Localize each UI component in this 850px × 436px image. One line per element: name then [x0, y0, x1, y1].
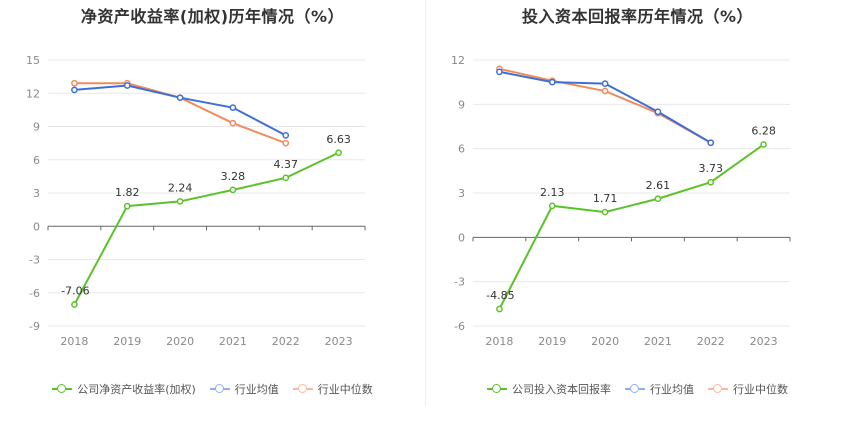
data-label: 2.61	[646, 179, 671, 192]
data-label: 2.13	[540, 186, 565, 199]
y-tick-label: 9	[458, 98, 465, 111]
y-tick-label: -3	[29, 254, 40, 267]
y-tick-label: -3	[454, 276, 465, 289]
x-tick-label: 2019	[538, 335, 566, 348]
roe-chart-legend: 公司净资产收益率(加权) 行业均值 行业中位数	[0, 381, 425, 397]
data-point-industry-avg	[654, 108, 662, 116]
legend-item-industry-median[interactable]: 行业中位数	[292, 381, 373, 397]
data-point-company	[548, 202, 556, 210]
data-point-company	[123, 202, 131, 210]
legend-item-industry-avg[interactable]: 行业均值	[625, 381, 694, 397]
x-tick-label: 2023	[325, 335, 353, 348]
y-tick-label: 12	[451, 54, 465, 67]
legend-item-industry-avg[interactable]: 行业均值	[209, 381, 279, 397]
series-line-company	[73, 151, 340, 305]
legend-item-company-roe[interactable]: 公司净资产收益率(加权)	[52, 381, 196, 397]
x-tick-label: 2018	[60, 335, 88, 348]
legend-median-line-icon	[292, 384, 313, 394]
data-point-industry-avg	[548, 78, 556, 86]
data-point-industry-avg	[601, 80, 609, 87]
y-tick-label: 15	[26, 54, 40, 67]
data-point-industry-avg	[71, 86, 78, 94]
legend-company-line-icon	[487, 384, 507, 394]
data-label: 3.28	[221, 170, 246, 183]
y-tick-label: 3	[458, 187, 465, 200]
x-tick-label: 2020	[166, 335, 194, 348]
legend-company-line-icon	[52, 384, 73, 394]
legend-label: 行业中位数	[733, 383, 788, 396]
y-tick-label: 0	[458, 231, 465, 244]
y-tick-label: 3	[33, 187, 40, 200]
data-point-industry-median	[282, 139, 290, 147]
data-point-industry-avg	[123, 82, 131, 89]
x-tick-label: 2022	[697, 335, 725, 348]
roe-chart-title: 净资产收益率(加权)历年情况（%）	[80, 7, 345, 26]
data-label: 3.73	[699, 162, 724, 175]
data-label: 1.71	[593, 192, 618, 205]
roe-chart-plot: -9 -6 -3 0 3 6 9 12 15 2018 2019 2020 2021 2022 2023 -7…	[26, 54, 366, 348]
series-line-company	[498, 143, 765, 310]
legend-label: 行业均值	[650, 383, 694, 396]
x-tick-label: 2021	[219, 335, 247, 348]
y-tick-label: -6	[29, 287, 40, 300]
data-point-company	[601, 208, 609, 216]
data-label: 1.82	[115, 186, 140, 199]
legend-median-line-icon	[708, 384, 728, 394]
x-tick-label: 2018	[485, 335, 513, 348]
y-tick-label: -6	[454, 320, 465, 333]
x-tick-label: 2023	[750, 335, 778, 348]
data-point-industry-avg	[176, 94, 184, 102]
roic-chart-plot: -6 -3 0 3 6 9 12 2018 2019 2020 2021 2022 2023 -4.85 2…	[451, 54, 791, 348]
roic-chart-legend: 公司投入资本回报率 行业均值 行业中位数	[425, 381, 850, 397]
data-label: 6.63	[326, 133, 351, 146]
data-point-company	[71, 301, 78, 308]
data-point-company	[176, 198, 184, 205]
legend-label: 行业均值	[234, 383, 279, 396]
panel-divider	[425, 0, 426, 406]
legend-avg-line-icon	[209, 384, 230, 394]
data-point-company	[707, 178, 715, 186]
y-tick-label: 6	[33, 154, 40, 167]
data-point-industry-median	[71, 79, 78, 87]
roic-chart-title: 投入资本回报率历年情况（%）	[521, 7, 754, 26]
data-point-company	[335, 149, 342, 157]
data-point-company	[654, 195, 662, 203]
x-tick-label: 2019	[113, 335, 141, 348]
data-point-industry-avg	[496, 68, 503, 76]
data-label: 4.37	[274, 158, 299, 171]
legend-item-industry-median[interactable]: 行业中位数	[708, 381, 788, 397]
data-label: -7.06	[61, 284, 89, 297]
data-point-industry-avg	[282, 132, 290, 139]
legend-label: 公司净资产收益率(加权)	[77, 383, 196, 396]
data-label: 2.24	[168, 181, 193, 194]
data-point-company	[229, 186, 237, 194]
data-label: 6.28	[751, 125, 776, 138]
y-tick-label: 12	[26, 87, 40, 100]
data-point-industry-avg	[229, 104, 237, 112]
data-point-company	[760, 141, 767, 148]
roic-chart-panel: 投入资本回报率历年情况（%） -6 -3 0 3 6 9 12 2018 2019 2020 202…	[425, 0, 850, 436]
series-line-industry-median	[499, 67, 712, 144]
legend-avg-line-icon	[625, 384, 645, 394]
data-point-industry-avg	[707, 139, 715, 147]
x-tick-label: 2022	[272, 335, 300, 348]
data-point-company	[496, 305, 503, 313]
data-point-company	[282, 174, 290, 182]
data-point-industry-median	[601, 87, 609, 95]
x-tick-label: 2020	[591, 335, 619, 348]
data-label: -4.85	[486, 289, 514, 302]
roe-chart-panel: 净资产收益率(加权)历年情况（%） -9 -6 -3 0 3 6 9 12 15 2018 2019…	[0, 7, 425, 397]
data-point-industry-median	[229, 119, 237, 127]
legend-item-company-roic[interactable]: 公司投入资本回报率	[487, 381, 611, 397]
y-tick-label: 9	[33, 121, 40, 134]
y-tick-label: 0	[33, 220, 40, 233]
legend-label: 公司投入资本回报率	[512, 383, 611, 396]
legend-label: 行业中位数	[317, 383, 373, 396]
y-tick-label: -9	[29, 320, 40, 333]
y-tick-label: 6	[458, 143, 465, 156]
x-tick-label: 2021	[644, 335, 672, 348]
series-line-industry-median	[74, 82, 287, 145]
